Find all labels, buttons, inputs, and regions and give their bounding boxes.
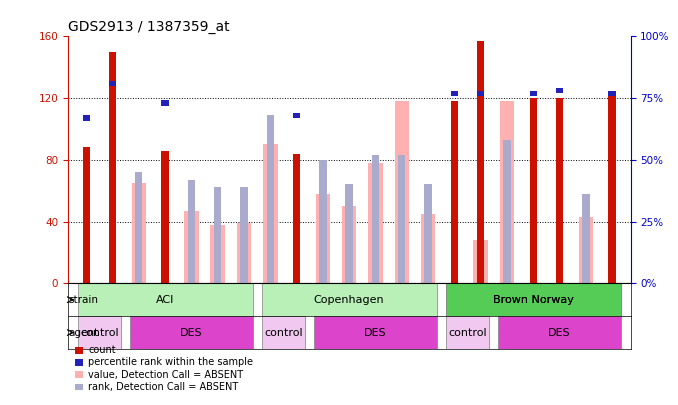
Bar — [315, 316, 437, 349]
Bar — [503, 140, 511, 283]
Bar — [398, 155, 405, 283]
Bar — [477, 41, 484, 283]
Bar — [83, 147, 90, 283]
Bar — [446, 316, 490, 349]
Bar — [237, 223, 252, 283]
Bar — [530, 98, 537, 283]
Text: rank, Detection Call = ABSENT: rank, Detection Call = ABSENT — [88, 382, 239, 392]
Bar — [83, 115, 90, 121]
Bar — [293, 113, 300, 118]
Bar — [109, 81, 116, 86]
Bar — [188, 179, 195, 283]
Bar — [78, 283, 252, 316]
Bar — [424, 185, 432, 283]
Bar — [446, 283, 620, 316]
Bar — [316, 194, 330, 283]
Bar — [473, 240, 488, 283]
Text: DES: DES — [364, 328, 386, 337]
Bar — [263, 145, 277, 283]
Bar — [446, 283, 620, 316]
Bar — [368, 163, 382, 283]
Bar — [578, 217, 593, 283]
Bar — [342, 206, 357, 283]
Bar — [293, 153, 300, 283]
Bar — [132, 183, 146, 283]
Text: GDS2913 / 1387359_at: GDS2913 / 1387359_at — [68, 20, 229, 34]
Text: control: control — [80, 328, 119, 337]
Bar — [266, 115, 274, 283]
Bar — [395, 101, 409, 283]
Bar — [477, 90, 484, 96]
Bar — [451, 101, 458, 283]
Bar — [109, 52, 116, 283]
Bar — [262, 316, 305, 349]
Bar — [161, 100, 169, 106]
Bar — [135, 172, 142, 283]
Text: DES: DES — [180, 328, 203, 337]
Text: Brown Norway: Brown Norway — [493, 295, 574, 305]
Text: percentile rank within the sample: percentile rank within the sample — [88, 358, 253, 367]
Bar — [161, 151, 169, 283]
Bar — [556, 98, 563, 283]
Bar — [582, 194, 589, 283]
Bar — [608, 95, 616, 283]
Bar — [477, 214, 484, 283]
Text: strain: strain — [68, 295, 98, 305]
Text: DES: DES — [549, 328, 571, 337]
Bar — [372, 155, 379, 283]
Text: value, Detection Call = ABSENT: value, Detection Call = ABSENT — [88, 370, 243, 379]
Text: ACI: ACI — [156, 295, 174, 305]
Bar — [346, 185, 353, 283]
Bar — [500, 101, 514, 283]
Bar — [498, 316, 620, 349]
Bar — [421, 214, 435, 283]
Bar — [451, 90, 458, 96]
Bar — [240, 187, 247, 283]
Bar — [556, 88, 563, 94]
Bar — [319, 160, 327, 283]
Bar — [78, 316, 121, 349]
Text: Copenhagen: Copenhagen — [314, 295, 384, 305]
Bar — [262, 283, 437, 316]
Text: Brown Norway: Brown Norway — [493, 295, 574, 305]
Bar — [214, 187, 222, 283]
Text: control: control — [264, 328, 303, 337]
Text: control: control — [448, 328, 487, 337]
Text: count: count — [88, 345, 116, 355]
Bar — [184, 211, 199, 283]
Bar — [608, 90, 616, 96]
Text: agent: agent — [68, 328, 98, 337]
Bar — [530, 90, 537, 96]
Bar — [130, 316, 252, 349]
Bar — [210, 225, 225, 283]
